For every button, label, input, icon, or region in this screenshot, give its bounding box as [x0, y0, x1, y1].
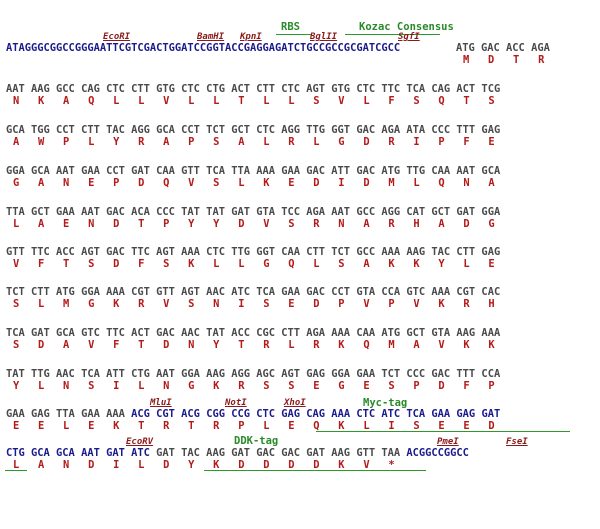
codon-row: GCA TGG CCT CTT TAC AGG GCA CCT TCT GCT … — [6, 124, 501, 136]
aa-row: S D A V F T D N Y T R L R K Q M A V K K — [13, 339, 495, 351]
codons-ddk: GAT TAC AAG GAT GAC GAC GAT AAG — [156, 447, 357, 459]
site-noti: NotI — [225, 398, 247, 408]
codon-row-b: CTG GCA GCA AAT GAT ATC GAT TAC AAG GAT … — [6, 448, 469, 458]
codons-ecorv: GAT ATC — [106, 447, 157, 459]
ddk-tag-underline — [204, 470, 426, 471]
feature-myc-tag: Myc-tag — [363, 397, 408, 409]
codons-linker: CTG GCA GCA AAT — [6, 447, 107, 459]
kozac-underline — [345, 34, 440, 35]
site-ecorv: EcoRV — [126, 437, 154, 447]
site-ecori: EcoRI — [103, 32, 131, 42]
aa-row: G A N E P D Q V S L K E D I D M L Q N A — [13, 177, 495, 189]
site-pmei: PmeI — [437, 437, 459, 447]
codon-row: AAT AAG GCC CAG CTC CTT GTG CTC CTG ACT … — [6, 83, 501, 95]
myc-tag-underline — [316, 431, 570, 432]
start-codons: ATG GAC ACC AGA — [456, 42, 550, 54]
aa-row: S L M G K R V S N I S E D P V P V K R H — [13, 298, 495, 310]
site-bglii: BglII — [310, 32, 338, 42]
utr5-sequence: ATAGGGCGGCCGGGAATTCGTCGACTGGATCCGGTACCGA… — [6, 42, 401, 54]
aa-row: L A E N D T P Y Y D V S R N A R H A D G — [13, 218, 495, 230]
aa-row: N K A Q L L V L L T L L S V L F S Q T S — [13, 95, 495, 107]
site-xhoi: XhoI — [284, 398, 306, 408]
codon-row: GGA GCA AAT GAA CCT GAT CAA GTT TCA TTA … — [6, 165, 501, 177]
site-fsei: FseI — [506, 437, 528, 447]
site-mlui: MluI — [150, 398, 172, 408]
feature-rbs: RBS — [281, 21, 300, 33]
myc-tag-underline-end — [5, 470, 27, 471]
codon-row: GTT TTC ACC AGT GAC TTC AGT AAA CTC TTG … — [6, 246, 501, 258]
codon-row: TCT CTT ATG GGA AAA CGT GTT AGT AAC ATC … — [6, 286, 501, 298]
start-aa: M D T R — [463, 54, 545, 66]
site-sgfi: SgfI — [398, 32, 420, 42]
codons-highlighted: ACG CGT ACG CGG CCG CTC GAG CAG AAA CTC … — [131, 408, 501, 420]
codon-row: TTA GCT GAA AAT GAC ACA CCC TAT TAT GAT … — [6, 206, 501, 218]
rbs-underline — [276, 34, 312, 35]
codon-row: TAT TTG AAC TCA ATT CTG AAT GGA AAG AGG … — [6, 368, 501, 380]
aa-row: Y L N S I L N G K R S S E G E S P D F P — [13, 380, 495, 392]
site-kpni: KpnI — [240, 32, 262, 42]
aa-row: A W P L Y R A P S A L R L G D R I P F E — [13, 136, 495, 148]
feature-kozac: Kozac Consensus — [359, 21, 454, 33]
codons-3utr: ACGGCCGGCC — [406, 447, 469, 459]
feature-ddk-tag: DDK-tag — [234, 435, 279, 447]
codon-row: TCA GAT GCA GTC TTC ACT GAC AAC TAT ACC … — [6, 327, 501, 339]
codon-row-a: GAA GAG TTA GAA AAA ACG CGT ACG CGG CCG … — [6, 409, 500, 419]
codons-stop: GTT TAA — [356, 447, 407, 459]
aa-row: L A N D I L D Y K D D D D K V * — [13, 459, 395, 471]
aa-row: V F T S D F S K L L G Q L S A K K Y L E — [13, 258, 495, 270]
site-bamhi: BamHI — [197, 32, 225, 42]
codons-plain: GAA GAG TTA GAA AAA — [6, 408, 132, 420]
aa-row: E E L E K T R T R P L E Q K L I S E E D — [13, 420, 495, 432]
